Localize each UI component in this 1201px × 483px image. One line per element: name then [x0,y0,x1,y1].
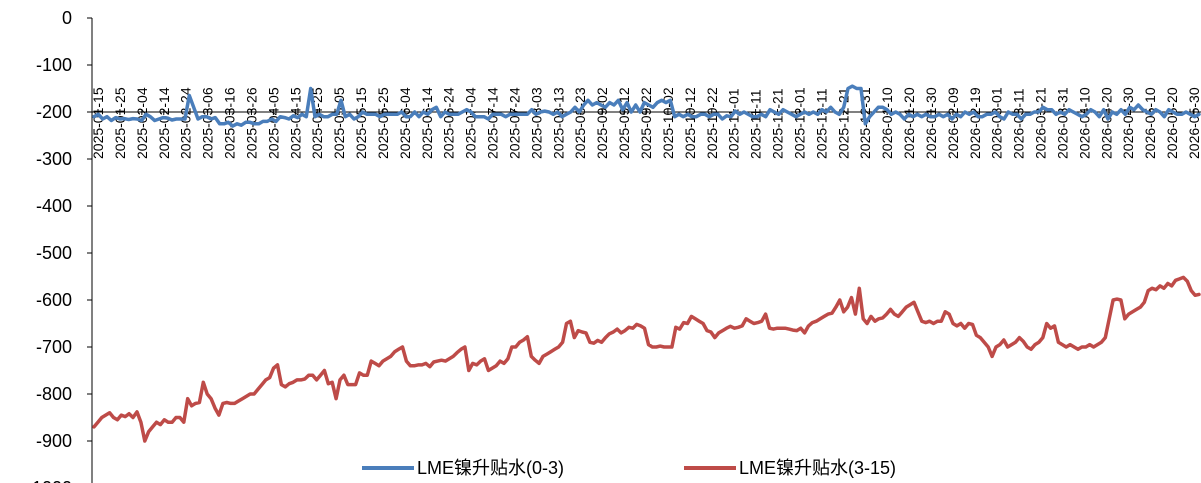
y-tick-label: -800 [36,384,72,404]
series-line-2 [92,275,1201,443]
x-tick-label: 2025-11-01 [726,88,742,159]
x-tick-label: 2025-05-25 [375,87,391,159]
x-tick-label: 2025-10-02 [660,87,676,159]
x-tick-label: 2025-05-05 [331,87,347,159]
x-tick-label: 2025-07-04 [463,87,479,159]
x-tick-label: 2026-03-31 [1054,87,1070,159]
x-tick-label: 2026-03-01 [989,87,1005,159]
y-tick-label: -900 [36,431,72,451]
y-tick-label: -100 [36,55,72,75]
y-tick-label: -200 [36,102,72,122]
legend: LME镍升贴水(0-3) LME镍升贴水(3-15) [362,458,896,478]
x-tick-label: 2025-07-14 [485,87,501,159]
x-tick-label: 2025-05-15 [353,87,369,159]
x-tick-label: 2025-12-21 [835,87,851,159]
x-tick-label: 2025-09-22 [638,87,654,159]
x-tick-label: 2025-02-04 [134,87,150,159]
x-tick-label: 2026-01-10 [879,87,895,159]
x-tick-label: 2026-04-20 [1098,87,1114,159]
y-tick-label: -500 [36,243,72,263]
y-tick-label: -300 [36,149,72,169]
y-tick-label: 0 [62,8,72,28]
x-tick-label: 2026-05-10 [1142,87,1158,159]
x-tick-label: 2026-02-19 [967,87,983,159]
x-tick-label: 2025-08-03 [528,87,544,159]
y-tick-label: -700 [36,337,72,357]
x-tick-label: 2025-02-24 [178,87,194,159]
x-tick-label: 2025-09-12 [616,87,632,159]
x-tick-label: 2025-04-05 [265,87,281,159]
x-tick-label: 2025-06-04 [397,87,413,159]
x-tick-label: 2025-07-24 [506,87,522,159]
x-tick-label: 2025-12-11 [813,88,829,159]
x-tick-label: 2025-11-21 [770,88,786,159]
x-tick-label: 2025-08-13 [550,87,566,159]
x-tick-label: 2025-09-02 [594,87,610,159]
x-tick-label: 2025-04-15 [287,87,303,159]
x-tick-label: 2025-11-11 [748,89,764,159]
x-tick-label: 2025-06-24 [441,87,457,159]
x-tick-label: 2025-01-25 [112,87,128,159]
x-tick-label: 2025-06-14 [419,87,435,159]
x-tick-label: 2026-05-20 [1164,87,1180,159]
x-tick-label: 2025-10-12 [682,87,698,159]
x-tick-label: 2026-03-11 [1011,88,1027,159]
x-tick-label: 2026-04-30 [1120,87,1136,159]
x-tick-label: 2026-04-10 [1076,87,1092,159]
x-tick-label: 2025-03-06 [200,87,216,159]
x-tick-label: 2025-12-01 [791,87,807,159]
legend-label-2: LME镍升贴水(3-15) [739,458,896,478]
x-tick-label: 2026-01-30 [923,87,939,159]
plot-area [92,84,1201,443]
x-tick-label: 2025-08-23 [572,87,588,159]
x-tick-label: 2025-01-15 [90,87,106,159]
x-tick-label: 2026-05-30 [1186,87,1201,159]
x-tick-label: 2025-02-14 [156,87,172,159]
legend-label-1: LME镍升贴水(0-3) [417,458,564,478]
y-tick-label: -600 [36,290,72,310]
y-tick-label: -1000 [26,478,72,483]
y-axis: 0 -100 -200 -300 -400 -500 -600 -700 -800 -900 -10… [26,8,93,483]
x-tick-label: 2025-10-22 [704,87,720,159]
y-tick-label: -400 [36,196,72,216]
x-tick-label: 2026-03-21 [1033,87,1049,159]
series-line-1 [92,84,1201,128]
x-tick-label: 2026-02-09 [945,87,961,159]
x-tick-label: 2026-01-20 [901,87,917,159]
